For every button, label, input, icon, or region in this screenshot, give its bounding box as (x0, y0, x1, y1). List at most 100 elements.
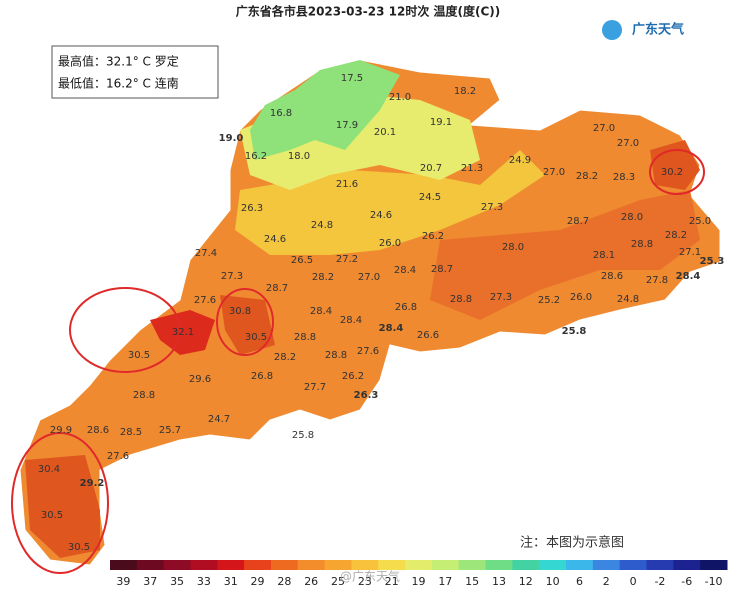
station-value: 28.8 (631, 239, 653, 250)
legend-label: 29 (251, 575, 265, 588)
hot-zone (150, 310, 215, 355)
station-value: 30.5 (41, 510, 63, 521)
station-value: 24.6 (264, 234, 286, 245)
station-value: 27.3 (481, 202, 503, 213)
station-value: 16.8 (270, 108, 292, 119)
station-value: 28.0 (621, 212, 643, 223)
station-value: 26.3 (241, 203, 263, 214)
max-text: 最高值：32.1° C 罗定 (58, 54, 179, 69)
legend-label: -6 (681, 575, 692, 588)
station-value: 25.7 (159, 425, 181, 436)
legend-label: 31 (224, 575, 238, 588)
station-value: 25.2 (538, 295, 560, 306)
station-value: 26.5 (291, 255, 313, 266)
station-value: 30.2 (661, 167, 683, 178)
legend-label: 15 (465, 575, 479, 588)
station-value: 28.3 (613, 172, 635, 183)
watermark: @广东天气 (340, 569, 400, 584)
station-value: 24.8 (617, 294, 639, 305)
station-value: 27.1 (679, 247, 701, 258)
station-value: 27.0 (358, 272, 380, 283)
legend-swatch (646, 560, 674, 570)
title: 广东省各市县2023-03-23 12时次 温度(度(C)) (236, 4, 501, 19)
legend-swatch (270, 560, 299, 570)
legend-label: 12 (519, 575, 533, 588)
station-value: 19.0 (219, 133, 244, 144)
highlight-circle (649, 149, 705, 195)
station-value: 27.0 (617, 138, 639, 149)
station-value: 26.8 (251, 371, 273, 382)
station-value: 26.6 (417, 330, 439, 341)
legend-label: -10 (705, 575, 723, 588)
station-value: 28.6 (87, 425, 109, 436)
station-value: 24.7 (208, 414, 230, 425)
station-value: 30.5 (245, 332, 267, 343)
legend-label: 39 (116, 575, 130, 588)
station-value: 28.7 (567, 216, 589, 227)
station-value: 30.4 (38, 464, 60, 475)
station-value: 28.4 (394, 265, 416, 276)
station-value: 28.2 (312, 272, 334, 283)
highlight-circle (216, 288, 274, 356)
station-value: 27.6 (194, 295, 216, 306)
legend-swatch (297, 560, 326, 570)
station-value: 27.0 (593, 123, 615, 134)
highlight-circle (11, 432, 109, 574)
station-value: 28.2 (576, 171, 598, 182)
station-value: 28.8 (294, 332, 316, 343)
legend-swatch (405, 560, 433, 570)
station-value: 25.0 (689, 216, 711, 227)
legend-swatch (592, 560, 621, 570)
legend-swatch (378, 560, 406, 570)
highlight-circles (11, 149, 705, 574)
legend-label: 10 (546, 575, 560, 588)
station-value: 24.6 (370, 210, 392, 221)
station-value: 28.8 (450, 294, 472, 305)
warm-zone (430, 190, 700, 320)
station-value: 20.7 (420, 163, 442, 174)
color-legend: 39 37 35 33 31 29 28 26 25 23 21 19 17 15 13 12 10 6 2 0 -2 -… (110, 560, 728, 588)
legend-label: 0 (630, 575, 637, 588)
legend-swatch (190, 560, 218, 570)
station-value: 27.6 (357, 346, 379, 357)
station-value: 29.9 (50, 425, 72, 436)
legend-label: 2 (603, 575, 610, 588)
station-value: 25.8 (562, 326, 587, 337)
legend-swatch (110, 560, 138, 570)
station-value: 24.5 (419, 192, 441, 203)
highlight-circle (69, 287, 181, 373)
station-value: 25.3 (700, 256, 725, 267)
legend-swatch (431, 560, 460, 570)
legend-label: 21 (385, 575, 399, 588)
legend-label: 6 (576, 575, 583, 588)
station-value: 27.3 (490, 292, 512, 303)
station-value: 28.7 (431, 264, 453, 275)
logo-icon (602, 20, 622, 40)
station-value: 26.8 (395, 302, 417, 313)
legend-swatch (566, 560, 594, 570)
legend-swatch (485, 560, 513, 570)
station-value: 28.1 (593, 250, 615, 261)
station-value: 28.2 (665, 230, 687, 241)
legend-label: 33 (197, 575, 211, 588)
station-value: 27.8 (646, 275, 668, 286)
station-value: 30.5 (68, 542, 90, 553)
station-value: 28.8 (133, 390, 155, 401)
cold-zone (250, 60, 400, 160)
legend-swatch (512, 560, 540, 570)
station-value: 27.0 (543, 167, 565, 178)
station-value: 24.8 (311, 220, 333, 231)
station-value: 27.7 (304, 382, 326, 393)
station-value: 28.0 (502, 242, 524, 253)
note: 注：本图为示意图 (520, 535, 624, 551)
station-value: 27.3 (221, 271, 243, 282)
legend-swatch (136, 560, 165, 570)
summary-box (51, 45, 219, 99)
legend-swatch (458, 560, 487, 570)
station-value: 19.1 (430, 117, 452, 128)
station-value: 26.0 (379, 238, 401, 249)
station-value: 28.4 (379, 323, 404, 334)
station-labels: 17.5 21.0 18.2 16.8 17.9 20.1 19.1 19.016.2 18.0… (38, 73, 725, 553)
station-value: 21.0 (389, 92, 411, 103)
